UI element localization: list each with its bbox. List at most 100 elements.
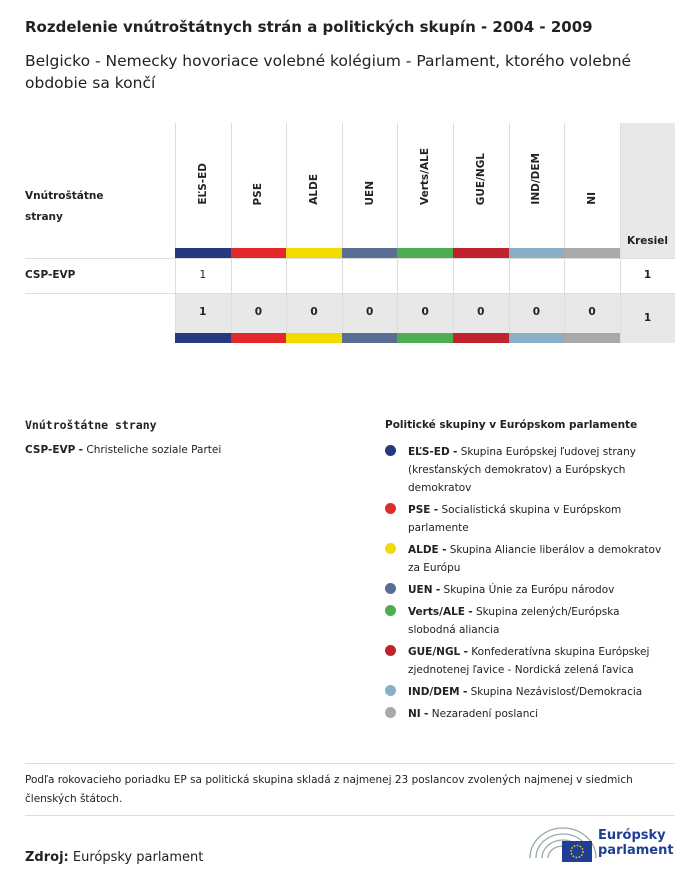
group-label: UEN <box>363 180 376 206</box>
group-color <box>508 333 565 343</box>
group-name: Konfederatívna skupina Európskej zjednot… <box>408 646 650 676</box>
group-color <box>341 248 398 258</box>
group-color <box>564 248 620 258</box>
group-color <box>564 333 620 343</box>
group-label: GUE/NGL <box>474 152 487 205</box>
group-name: Nezaradení poslanci <box>431 708 539 720</box>
group-abbr: PSE <box>408 504 431 516</box>
sep: - <box>462 686 468 698</box>
group-color <box>175 248 231 258</box>
divider <box>25 815 675 816</box>
group-entry: UEN - Skupina Únie za Európu národov <box>408 581 670 599</box>
group-color <box>286 333 342 343</box>
column-line <box>564 123 566 343</box>
row-header: Vnútroštátne strany <box>25 190 104 223</box>
legend-dot <box>385 707 396 718</box>
ep-logo: Európsky parlament <box>529 827 674 862</box>
group-total: 0 <box>254 306 263 318</box>
sep: - <box>78 444 84 456</box>
group-color <box>397 333 453 343</box>
seats-header: Kresiel <box>626 235 668 247</box>
source: Zdroj: Európsky parlament <box>25 850 203 865</box>
group-name: Socialistická skupina v Európskom parlam… <box>408 504 622 534</box>
sep: - <box>435 584 441 596</box>
group-color <box>453 333 509 343</box>
title: Rozdelenie vnútroštátnych strán a politi… <box>25 18 593 36</box>
group-header: IND/DEM <box>509 130 565 205</box>
group-color <box>175 333 231 343</box>
legend-dot <box>385 605 396 616</box>
group-entry: EĽS-ED - Skupina Európskej ľudovej stran… <box>408 443 670 497</box>
row-seats: 1 <box>643 269 652 281</box>
legend-dot <box>385 445 396 456</box>
group-name: Skupina Aliancie liberálov a demokratov … <box>408 544 662 574</box>
column-line <box>230 123 232 343</box>
group-entry: PSE - Socialistická skupina v Európskom … <box>408 501 670 537</box>
seats-header-bg <box>620 123 675 258</box>
group-color <box>286 248 342 258</box>
group-total: 0 <box>477 306 485 318</box>
group-abbr: ALDE <box>408 544 439 556</box>
sep: - <box>442 544 447 556</box>
group-color <box>453 248 509 258</box>
group-total: 0 <box>365 306 374 318</box>
subtitle: Belgicko - Nemecky hovoriace volebné kol… <box>25 52 632 92</box>
group-header: NI <box>564 130 620 205</box>
group-total: 0 <box>588 306 596 318</box>
group-header: PSE <box>231 130 287 205</box>
group-color <box>230 248 287 258</box>
group-label: IND/DEM <box>530 153 543 205</box>
group-abbr: NI <box>408 708 421 720</box>
legend-dot <box>385 583 396 594</box>
group-entry: IND/DEM - Skupina Nezávislosť/Demokracia <box>408 683 670 701</box>
group-label: PSE <box>252 182 265 205</box>
source-label: Zdroj: <box>25 850 69 865</box>
cell: 1 <box>199 269 207 281</box>
source-name: Európsky parlament <box>72 850 204 865</box>
column-line <box>453 123 454 343</box>
group-header: Verts/ALE <box>397 130 453 205</box>
party-name: Christeliche soziale Partei <box>86 444 222 456</box>
group-header: UEN <box>342 130 398 206</box>
sep: - <box>453 446 458 458</box>
column-line <box>508 123 510 343</box>
group-label: ALDE <box>307 174 320 205</box>
group-abbr: IND/DEM <box>408 686 460 698</box>
group-header: GUE/NGL <box>453 130 509 205</box>
group-entry: ALDE - Skupina Aliancie liberálov a demo… <box>408 541 670 577</box>
column-line <box>175 123 176 343</box>
group-total: 0 <box>310 306 318 318</box>
group-name: Skupina Európskej ľudovej strany (kresťa… <box>408 446 636 494</box>
sep: - <box>468 606 473 618</box>
logo-text: Európsky parlament <box>598 828 674 858</box>
legend-dot <box>385 503 396 514</box>
column-line <box>620 123 621 343</box>
group-abbr: UEN <box>408 584 433 596</box>
group-abbr: GUE/NGL <box>408 646 461 658</box>
group-entry: NI - Nezaradení poslanci <box>408 705 670 723</box>
column-line <box>341 123 343 343</box>
sep: - <box>424 708 429 720</box>
group-color <box>508 248 565 258</box>
group-color <box>397 248 453 258</box>
row-line <box>25 258 675 259</box>
note: Podľa rokovacieho poriadku EP sa politic… <box>25 774 633 805</box>
sep: - <box>433 504 439 516</box>
column-line <box>397 123 399 343</box>
parties-title: Vnútroštátne strany <box>25 418 157 432</box>
group-label: EĽS-ED <box>196 163 209 205</box>
groups-title: Politické skupiny v Európskom parlamente <box>385 419 638 431</box>
group-entry: Verts/ALE - Skupina zelených/Európska sl… <box>408 603 670 639</box>
group-label: Verts/ALE <box>419 148 432 205</box>
group-header: EĽS-ED <box>175 130 231 205</box>
row-line <box>25 293 675 294</box>
party-entry: CSP-EVP - Christeliche soziale Partei <box>25 444 355 456</box>
group-name: Skupina Únie za Európu národov <box>443 584 615 596</box>
group-entry: GUE/NGL - Konfederatívna skupina Európsk… <box>408 643 670 679</box>
group-abbr: EĽS-ED <box>408 446 450 458</box>
divider <box>25 763 675 764</box>
legend-dot <box>385 645 396 656</box>
sep: - <box>463 646 468 658</box>
group-color <box>230 333 287 343</box>
